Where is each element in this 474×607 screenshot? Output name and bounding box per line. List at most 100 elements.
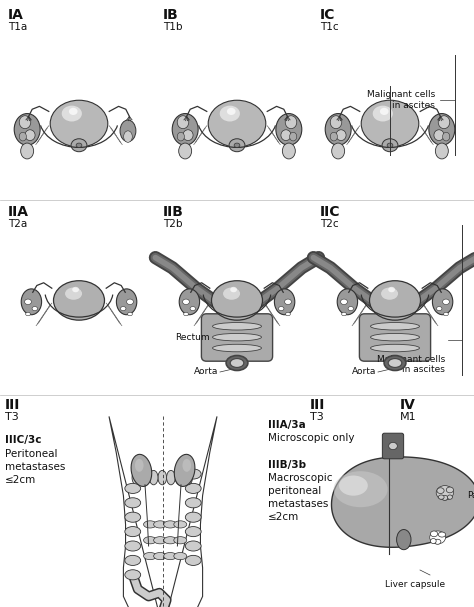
Ellipse shape bbox=[183, 130, 193, 141]
Text: T3: T3 bbox=[310, 412, 324, 422]
Ellipse shape bbox=[212, 322, 262, 330]
FancyBboxPatch shape bbox=[359, 314, 430, 361]
Text: T2a: T2a bbox=[8, 219, 27, 229]
Ellipse shape bbox=[212, 344, 262, 352]
Ellipse shape bbox=[380, 108, 389, 115]
Text: Aorta: Aorta bbox=[352, 367, 376, 376]
Ellipse shape bbox=[388, 287, 395, 293]
Ellipse shape bbox=[135, 459, 144, 472]
Ellipse shape bbox=[230, 287, 237, 293]
Text: Malignant cells
in ascites: Malignant cells in ascites bbox=[377, 355, 445, 375]
Text: IA: IA bbox=[8, 8, 24, 22]
Text: IIB: IIB bbox=[163, 205, 184, 219]
Ellipse shape bbox=[132, 470, 141, 485]
Ellipse shape bbox=[32, 307, 37, 311]
Ellipse shape bbox=[131, 455, 152, 486]
Text: Peritoneal: Peritoneal bbox=[5, 449, 57, 459]
Ellipse shape bbox=[21, 289, 42, 314]
Text: T1b: T1b bbox=[163, 22, 182, 32]
Ellipse shape bbox=[444, 313, 448, 316]
Ellipse shape bbox=[373, 106, 393, 121]
Ellipse shape bbox=[25, 130, 35, 141]
Ellipse shape bbox=[438, 495, 444, 500]
Ellipse shape bbox=[177, 132, 184, 141]
Ellipse shape bbox=[183, 313, 188, 316]
Ellipse shape bbox=[185, 469, 201, 479]
Ellipse shape bbox=[21, 143, 34, 159]
Ellipse shape bbox=[72, 287, 79, 293]
Ellipse shape bbox=[179, 143, 191, 159]
Ellipse shape bbox=[325, 114, 351, 145]
Ellipse shape bbox=[125, 555, 141, 566]
Ellipse shape bbox=[290, 132, 297, 141]
Text: Rectum: Rectum bbox=[175, 333, 210, 342]
Ellipse shape bbox=[330, 116, 342, 129]
Ellipse shape bbox=[50, 100, 108, 147]
Ellipse shape bbox=[144, 521, 156, 528]
Ellipse shape bbox=[284, 299, 292, 305]
Ellipse shape bbox=[371, 333, 419, 341]
Ellipse shape bbox=[230, 359, 244, 367]
Ellipse shape bbox=[436, 486, 454, 500]
Ellipse shape bbox=[435, 143, 448, 159]
Ellipse shape bbox=[125, 526, 141, 537]
Ellipse shape bbox=[276, 114, 302, 145]
Ellipse shape bbox=[185, 498, 201, 508]
Ellipse shape bbox=[182, 459, 191, 472]
Ellipse shape bbox=[342, 313, 346, 316]
Ellipse shape bbox=[158, 470, 166, 485]
Ellipse shape bbox=[125, 570, 141, 580]
Ellipse shape bbox=[149, 470, 158, 485]
Ellipse shape bbox=[174, 455, 195, 486]
Text: T1a: T1a bbox=[8, 22, 27, 32]
Ellipse shape bbox=[120, 307, 126, 311]
Ellipse shape bbox=[434, 130, 444, 141]
Polygon shape bbox=[109, 416, 217, 607]
Ellipse shape bbox=[283, 143, 295, 159]
Ellipse shape bbox=[432, 289, 453, 314]
Ellipse shape bbox=[334, 471, 388, 507]
Text: T1c: T1c bbox=[320, 22, 338, 32]
Ellipse shape bbox=[234, 143, 240, 148]
Ellipse shape bbox=[76, 143, 82, 148]
Ellipse shape bbox=[208, 100, 266, 147]
Ellipse shape bbox=[25, 299, 31, 305]
Ellipse shape bbox=[19, 116, 31, 129]
Ellipse shape bbox=[437, 488, 444, 493]
Ellipse shape bbox=[172, 114, 198, 145]
Ellipse shape bbox=[174, 521, 187, 528]
Ellipse shape bbox=[62, 106, 82, 121]
Ellipse shape bbox=[442, 495, 448, 500]
Ellipse shape bbox=[179, 289, 200, 314]
Ellipse shape bbox=[361, 100, 419, 147]
Ellipse shape bbox=[341, 299, 347, 305]
Ellipse shape bbox=[382, 139, 398, 152]
Ellipse shape bbox=[125, 498, 141, 508]
Ellipse shape bbox=[429, 114, 455, 145]
Ellipse shape bbox=[223, 288, 240, 300]
Ellipse shape bbox=[144, 537, 156, 544]
Ellipse shape bbox=[71, 139, 87, 152]
Ellipse shape bbox=[286, 313, 291, 316]
Ellipse shape bbox=[144, 552, 156, 560]
Ellipse shape bbox=[381, 288, 398, 300]
Ellipse shape bbox=[348, 307, 354, 311]
Text: metastases: metastases bbox=[5, 462, 65, 472]
Ellipse shape bbox=[211, 280, 263, 320]
Ellipse shape bbox=[281, 130, 291, 141]
Ellipse shape bbox=[227, 108, 236, 115]
Ellipse shape bbox=[14, 114, 40, 145]
Ellipse shape bbox=[174, 552, 187, 560]
Text: Aorta: Aorta bbox=[193, 367, 218, 376]
Ellipse shape bbox=[124, 131, 132, 143]
Ellipse shape bbox=[226, 356, 248, 370]
Text: IC: IC bbox=[320, 8, 336, 22]
Ellipse shape bbox=[154, 552, 166, 560]
Ellipse shape bbox=[125, 483, 141, 493]
Ellipse shape bbox=[443, 299, 449, 305]
Text: Liver capsule: Liver capsule bbox=[385, 580, 445, 589]
Ellipse shape bbox=[26, 313, 30, 316]
Ellipse shape bbox=[430, 531, 446, 544]
Ellipse shape bbox=[125, 512, 141, 522]
Ellipse shape bbox=[397, 529, 411, 550]
